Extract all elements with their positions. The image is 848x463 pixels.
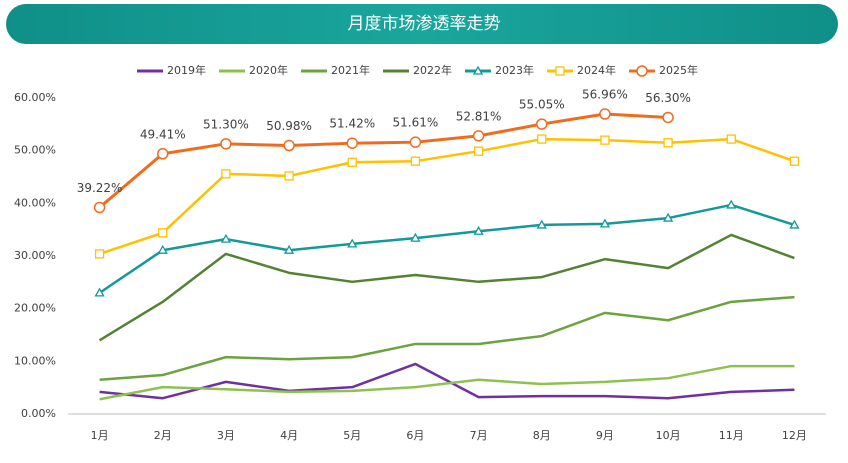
- legend-label: 2023年: [495, 63, 534, 77]
- data-label: 55.05%: [519, 98, 565, 112]
- x-tick-label: 2月: [154, 429, 172, 442]
- legend-label: 2020年: [249, 63, 288, 77]
- series-line: [99, 295, 795, 382]
- y-tick-label: 10.00%: [14, 354, 56, 367]
- point-marker: [663, 138, 673, 148]
- series-line: [98, 233, 795, 342]
- point-marker: [789, 219, 800, 229]
- legend-marker: [636, 65, 648, 77]
- series-line: [98, 203, 795, 294]
- point-marker: [221, 169, 231, 179]
- point-marker: [94, 287, 105, 297]
- legend-label: 2022年: [413, 63, 452, 77]
- point-marker: [157, 148, 169, 160]
- point-marker: [789, 156, 800, 166]
- point-marker: [536, 118, 548, 130]
- y-tick-label: 50.00%: [14, 144, 56, 157]
- data-label: 49.41%: [140, 127, 186, 141]
- data-label: 50.98%: [266, 119, 312, 133]
- legend-label: 2019年: [167, 63, 206, 77]
- point-marker: [94, 249, 105, 259]
- series-line: [99, 364, 795, 401]
- title-banner: [6, 4, 838, 44]
- point-marker: [473, 146, 484, 156]
- legend-label: 2024年: [577, 63, 616, 77]
- point-marker: [93, 201, 106, 214]
- legend-marker: [472, 65, 484, 75]
- x-tick-label: 12月: [782, 429, 807, 442]
- point-marker: [473, 225, 484, 235]
- point-marker: [600, 135, 610, 145]
- x-tick-label: 8月: [533, 429, 551, 442]
- x-tick-label: 5月: [343, 429, 361, 442]
- x-tick-label: 9月: [596, 429, 614, 442]
- series-line: [98, 112, 669, 209]
- x-tick-label: 11月: [719, 429, 744, 442]
- x-tick-label: 1月: [91, 429, 109, 442]
- point-marker: [283, 244, 295, 254]
- point-marker: [220, 138, 232, 150]
- point-marker: [662, 111, 674, 124]
- x-tick-label: 3月: [217, 429, 235, 442]
- point-marker: [284, 171, 294, 181]
- legend-marker: [555, 66, 565, 76]
- y-tick-label: 20.00%: [14, 302, 56, 315]
- point-marker: [662, 212, 674, 222]
- y-tick-label: 60.00%: [14, 91, 56, 104]
- point-marker: [599, 218, 611, 228]
- point-marker: [347, 157, 357, 167]
- x-tick-label: 4月: [280, 429, 298, 442]
- y-tick-label: 40.00%: [14, 196, 56, 209]
- chart-title: 月度市场渗透率走势: [348, 14, 501, 34]
- point-marker: [599, 108, 611, 120]
- legend-label: 2025年: [659, 63, 698, 77]
- point-marker: [409, 136, 422, 148]
- data-label: 39.22%: [77, 181, 123, 195]
- data-label: 52.81%: [456, 109, 502, 123]
- point-marker: [726, 199, 737, 209]
- y-tick-label: 30.00%: [14, 249, 56, 262]
- point-marker: [158, 228, 168, 238]
- point-marker: [220, 233, 232, 243]
- point-marker: [347, 238, 358, 248]
- point-marker: [410, 232, 421, 242]
- data-label: 56.96%: [582, 88, 628, 102]
- point-marker: [537, 134, 547, 144]
- data-label: 51.61%: [393, 116, 439, 130]
- x-tick-label: 10月: [656, 429, 681, 442]
- point-marker: [157, 244, 168, 254]
- series-line: [99, 362, 795, 400]
- point-marker: [346, 137, 358, 149]
- point-marker: [536, 219, 547, 229]
- data-label: 51.30%: [203, 117, 249, 131]
- point-marker: [283, 139, 295, 152]
- y-tick-label: 0.00%: [21, 407, 56, 420]
- data-label: 51.42%: [329, 117, 375, 131]
- x-tick-label: 6月: [406, 429, 424, 442]
- point-marker: [472, 130, 485, 142]
- point-marker: [410, 156, 421, 166]
- data-label: 56.30%: [645, 91, 691, 105]
- x-tick-label: 7月: [470, 429, 488, 442]
- series-line: [99, 137, 795, 256]
- legend-label: 2021年: [331, 63, 370, 77]
- point-marker: [726, 134, 736, 144]
